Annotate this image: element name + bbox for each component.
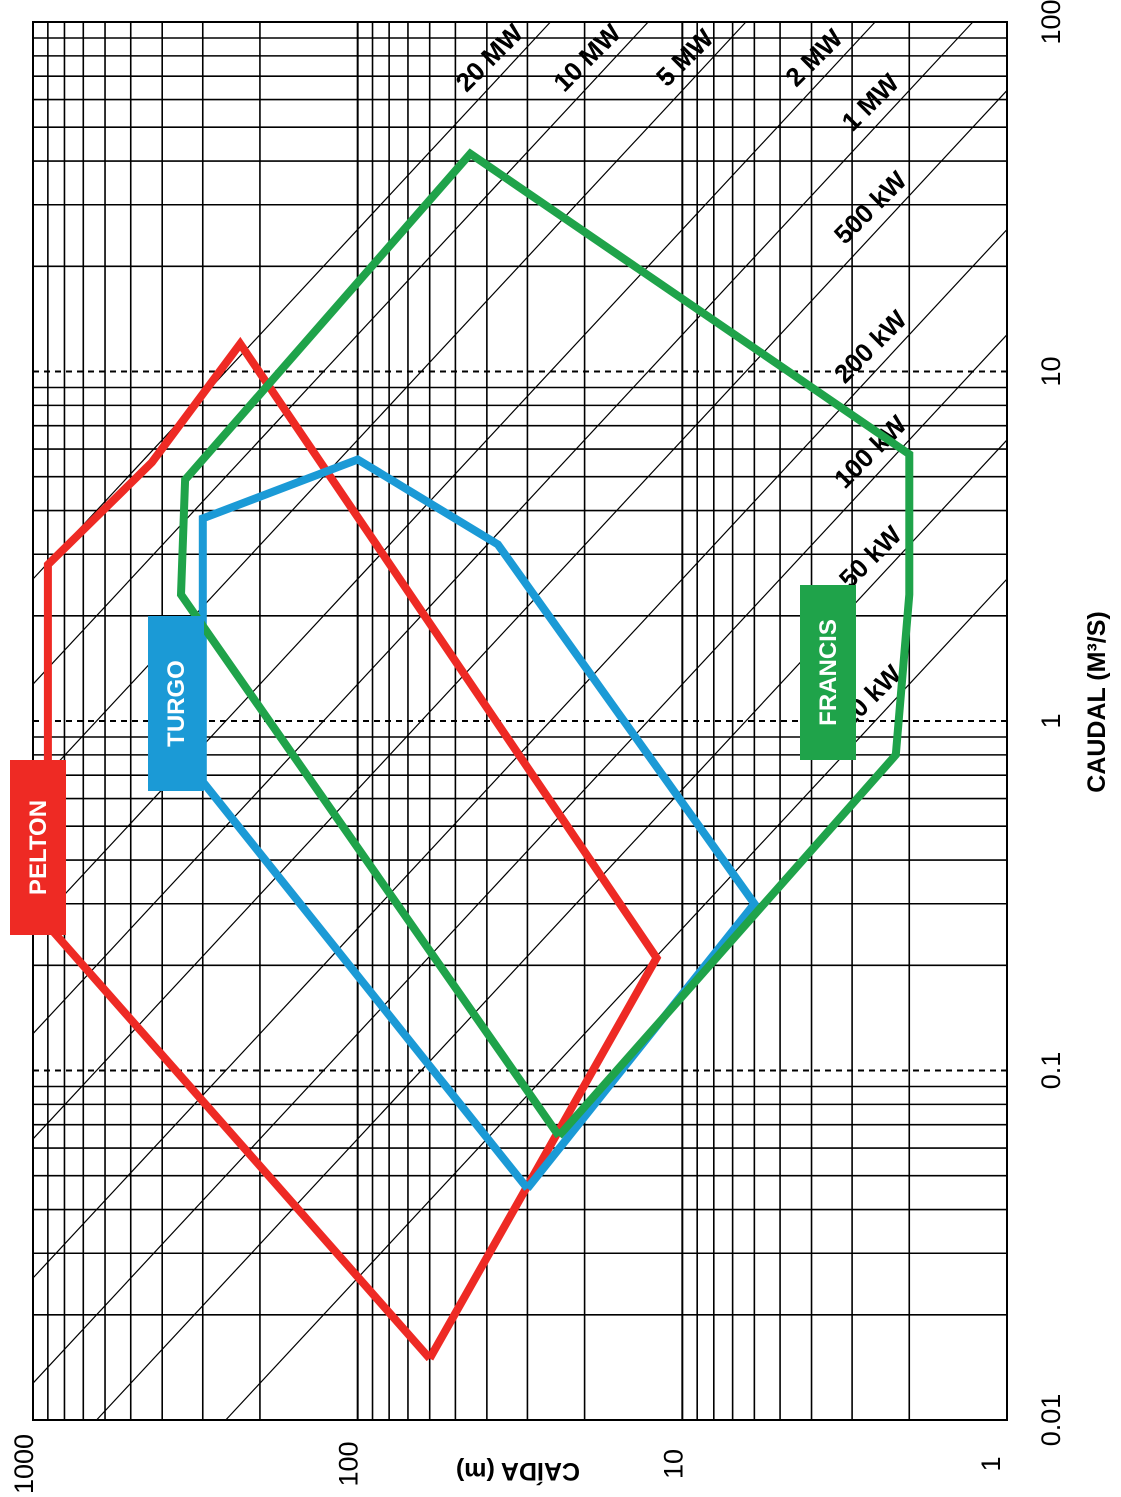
power-line (32, 334, 1008, 1384)
label-text: TURGO (163, 660, 190, 747)
series-turgo-outline (198, 455, 760, 1191)
label-box (148, 616, 204, 791)
series-francis-outline (176, 148, 914, 1139)
y-tick-label: 10 (658, 1449, 688, 1479)
y-axis-label: CAÍDA (m) (456, 1457, 580, 1486)
power-line (32, 21, 551, 580)
x-tick-label: 1 (1036, 713, 1066, 728)
grid (32, 21, 1008, 1421)
x-tick-label: 10 (1036, 356, 1066, 386)
y-tick-label: 1 (976, 1456, 1006, 1471)
power-line-label: 50 kW (833, 519, 908, 594)
label-pelton: PELTON (10, 760, 66, 935)
y-tick-label: 100 (334, 1441, 364, 1486)
label-text: FRANCIS (815, 619, 842, 726)
power-line (32, 21, 974, 1035)
region-labels: PELTON TURGO FRANCIS (10, 585, 856, 935)
axis-ticks: 0.01 0.1 1 10 100 1 10 100 1000 (9, 0, 1066, 1494)
x-axis-label: CAUDAL (M³/S) (1083, 611, 1111, 792)
power-line (32, 21, 876, 929)
series-pelton-outline (43, 336, 662, 1362)
power-line (96, 439, 1008, 1421)
y-tick-label: 1000 (9, 1434, 39, 1494)
x-tick-label: 0.01 (1036, 1394, 1066, 1447)
label-box (800, 585, 856, 760)
label-turgo: TURGO (148, 616, 204, 791)
power-line-label: 2 MW (779, 23, 849, 93)
power-line (32, 90, 1008, 1140)
label-box (10, 760, 66, 935)
power-line (32, 21, 649, 685)
x-tick-label: 0.1 (1036, 1052, 1066, 1090)
x-tick-label: 100 (1036, 0, 1066, 45)
label-francis: FRANCIS (800, 585, 856, 760)
power-line-label: 5 MW (650, 23, 720, 93)
label-text: PELTON (25, 800, 52, 895)
